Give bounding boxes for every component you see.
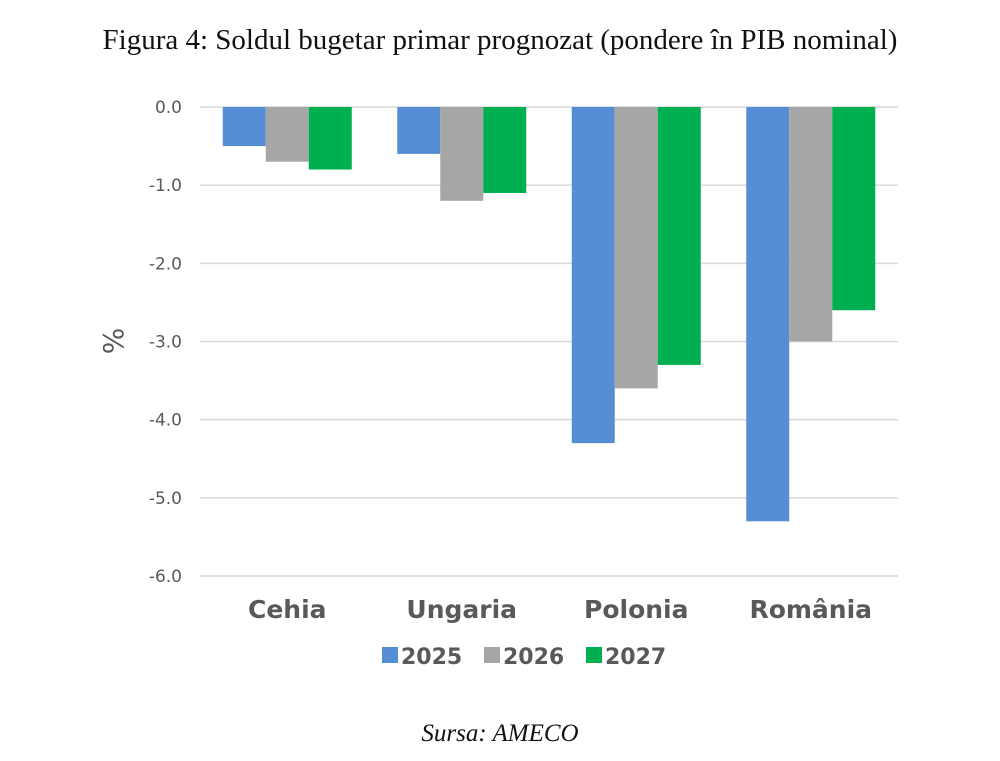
legend-label-2025: 2025 [401,645,462,670]
bar-românia-2025 [746,107,790,522]
source-note: Sursa: AMECO [421,720,579,747]
bar-românia-2027 [832,107,876,311]
y-tick-label: -1.0 [149,176,182,196]
x-category-label: Ungaria [406,595,517,624]
bar-polonia-2026 [614,107,658,389]
legend: 2025 2026 2027 [382,645,666,670]
x-category-label: Cehia [248,595,327,624]
bar-chart: 0.0 -1.0 -2.0 -3.0 -4.0 -5.0 -6.0 Cehia Ungaria… [97,98,898,670]
legend-label-2027: 2027 [605,645,666,670]
bar-ungaria-2027 [483,107,527,193]
figure-title: Figura 4: Soldul bugetar primar prognoza… [102,24,898,56]
y-axis-ticks: 0.0 -1.0 -2.0 -3.0 -4.0 -5.0 -6.0 [149,98,182,587]
y-tick-label: -5.0 [149,489,182,509]
x-axis-categories: Cehia Ungaria Polonia România [248,595,872,624]
legend-swatch-2027 [586,647,602,663]
legend-swatch-2026 [484,647,500,663]
y-axis-label: % [97,328,130,355]
bar-polonia-2025 [571,107,615,444]
x-category-label: România [749,595,872,624]
bar-polonia-2027 [657,107,701,365]
bar-ungaria-2025 [397,107,441,154]
bars [222,107,876,522]
y-tick-label: 0.0 [155,98,182,118]
bar-cehia-2026 [265,107,309,162]
legend-label-2026: 2026 [503,645,564,670]
bar-românia-2026 [789,107,833,342]
y-tick-label: -3.0 [149,333,182,353]
legend-swatch-2025 [382,647,398,663]
x-category-label: Polonia [584,595,688,624]
bar-ungaria-2026 [440,107,484,201]
y-tick-label: -2.0 [149,254,182,274]
bar-cehia-2027 [308,107,352,170]
bar-cehia-2025 [222,107,266,147]
y-tick-label: -6.0 [149,567,182,587]
y-tick-label: -4.0 [149,411,182,431]
